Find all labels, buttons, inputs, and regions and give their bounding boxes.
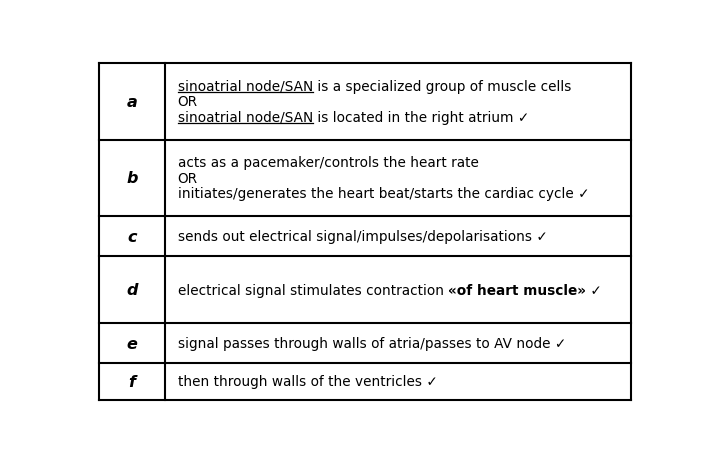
Text: is a specialized group of muscle cells: is a specialized group of muscle cells (313, 80, 571, 94)
Text: ✓: ✓ (586, 283, 602, 297)
Text: e: e (127, 336, 137, 351)
Text: acts as a pacemaker/controls the heart rate: acts as a pacemaker/controls the heart r… (177, 156, 478, 170)
Text: initiates/generates the heart beat/starts the cardiac cycle ✓: initiates/generates the heart beat/start… (177, 187, 589, 201)
Text: is located in the right atrium ✓: is located in the right atrium ✓ (313, 111, 529, 124)
Text: then through walls of the ventricles ✓: then through walls of the ventricles ✓ (177, 375, 437, 389)
Text: OR: OR (177, 172, 198, 185)
Text: f: f (129, 374, 136, 389)
Text: electrical signal stimulates contraction: electrical signal stimulates contraction (177, 283, 448, 297)
Text: sinoatrial node/SAN: sinoatrial node/SAN (177, 80, 313, 94)
Text: OR: OR (177, 95, 198, 109)
Text: sends out electrical signal/impulses/depolarisations ✓: sends out electrical signal/impulses/dep… (177, 230, 548, 244)
Text: a: a (127, 95, 137, 110)
Text: sinoatrial node/SAN: sinoatrial node/SAN (177, 111, 313, 124)
Text: b: b (127, 171, 138, 186)
Text: c: c (127, 230, 137, 244)
Text: d: d (127, 283, 138, 297)
Text: signal passes through walls of atria/passes to AV node ✓: signal passes through walls of atria/pas… (177, 336, 566, 350)
Text: «of heart muscle»: «of heart muscle» (448, 283, 586, 297)
